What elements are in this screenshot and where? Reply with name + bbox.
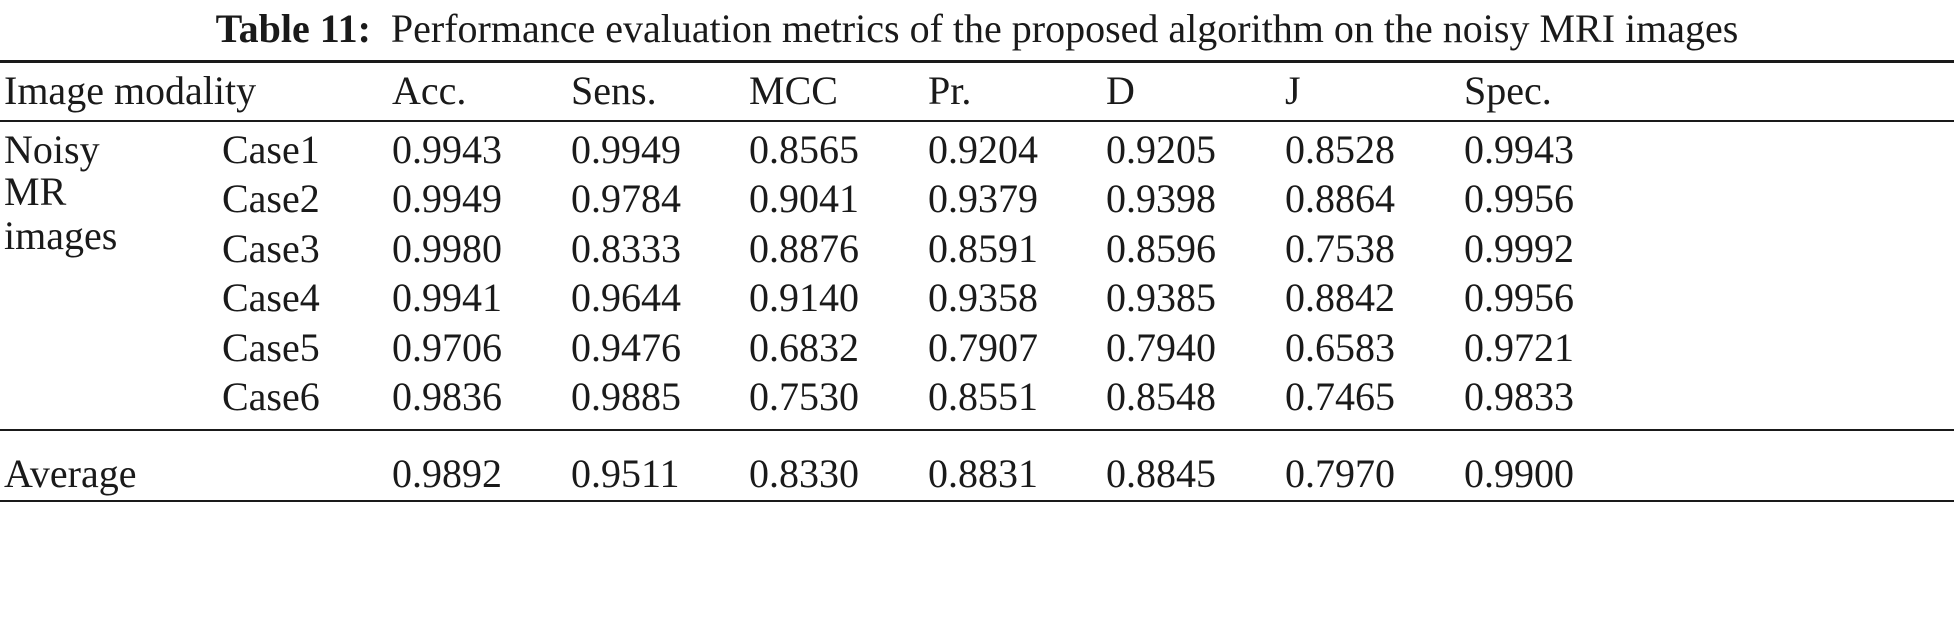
cell-mcc: 0.8565 [749,127,859,172]
cell-mcc: 0.7530 [749,374,859,419]
cell-d: 0.8548 [1106,374,1216,419]
cell-mcc: 0.6832 [749,325,859,370]
top-rule [0,60,1954,63]
header-sens: Sens. [571,68,657,113]
average-sens: 0.9511 [571,451,680,496]
header-j: J [1285,68,1301,113]
cell-sens: 0.9949 [571,127,681,172]
header-mcc: MCC [749,68,838,113]
table-caption: Table 11: Performance evaluation metrics… [0,4,1954,54]
group-label-line: MR [4,169,67,214]
cell-sens: 0.9644 [571,275,681,320]
cell-sens: 0.9885 [571,374,681,419]
cell-spec: 0.9956 [1464,176,1574,221]
cell-spec: 0.9721 [1464,325,1574,370]
cell-pr: 0.8591 [928,226,1038,271]
cell-sens: 0.9476 [571,325,681,370]
group-label-line: images [4,213,118,258]
cell-d: 0.7940 [1106,325,1216,370]
average-label: Average [4,451,137,496]
average-mcc: 0.8330 [749,451,859,496]
header-d: D [1106,68,1135,113]
cell-sens: 0.8333 [571,226,681,271]
cell-d: 0.8596 [1106,226,1216,271]
cell-pr: 0.9204 [928,127,1038,172]
case-label: Case4 [222,275,320,320]
case-label: Case3 [222,226,320,271]
cell-pr: 0.9379 [928,176,1038,221]
average-d: 0.8845 [1106,451,1216,496]
header-spec: Spec. [1464,68,1552,113]
header-pr: Pr. [928,68,972,113]
cell-acc: 0.9836 [392,374,502,419]
average-acc: 0.9892 [392,451,502,496]
cell-j: 0.8864 [1285,176,1395,221]
cell-d: 0.9398 [1106,176,1216,221]
cell-acc: 0.9949 [392,176,502,221]
average-pr: 0.8831 [928,451,1038,496]
table-title: Performance evaluation metrics of the pr… [390,6,1739,51]
header-acc: Acc. [392,68,467,113]
cell-spec: 0.9943 [1464,127,1574,172]
cell-acc: 0.9941 [392,275,502,320]
cell-pr: 0.9358 [928,275,1038,320]
cell-acc: 0.9943 [392,127,502,172]
cell-spec: 0.9992 [1464,226,1574,271]
cell-j: 0.8528 [1285,127,1395,172]
cell-j: 0.7465 [1285,374,1395,419]
cell-d: 0.9385 [1106,275,1216,320]
case-label: Case2 [222,176,320,221]
average-j: 0.7970 [1285,451,1395,496]
cell-mcc: 0.9041 [749,176,859,221]
group-label-line: Noisy [4,127,100,172]
cell-pr: 0.8551 [928,374,1038,419]
cell-j: 0.7538 [1285,226,1395,271]
average-spec: 0.9900 [1464,451,1574,496]
cell-sens: 0.9784 [571,176,681,221]
cell-mcc: 0.8876 [749,226,859,271]
cell-acc: 0.9706 [392,325,502,370]
cell-pr: 0.7907 [928,325,1038,370]
average-rule [0,429,1954,431]
cell-j: 0.8842 [1285,275,1395,320]
cell-spec: 0.9956 [1464,275,1574,320]
case-label: Case1 [222,127,320,172]
cell-mcc: 0.9140 [749,275,859,320]
bottom-rule [0,500,1954,502]
header-image-modality: Image modality [4,68,257,113]
cell-acc: 0.9980 [392,226,502,271]
header-rule [0,120,1954,122]
table-number: Table 11: [215,6,371,51]
cell-d: 0.9205 [1106,127,1216,172]
case-label: Case5 [222,325,320,370]
cell-spec: 0.9833 [1464,374,1574,419]
case-label: Case6 [222,374,320,419]
cell-j: 0.6583 [1285,325,1395,370]
